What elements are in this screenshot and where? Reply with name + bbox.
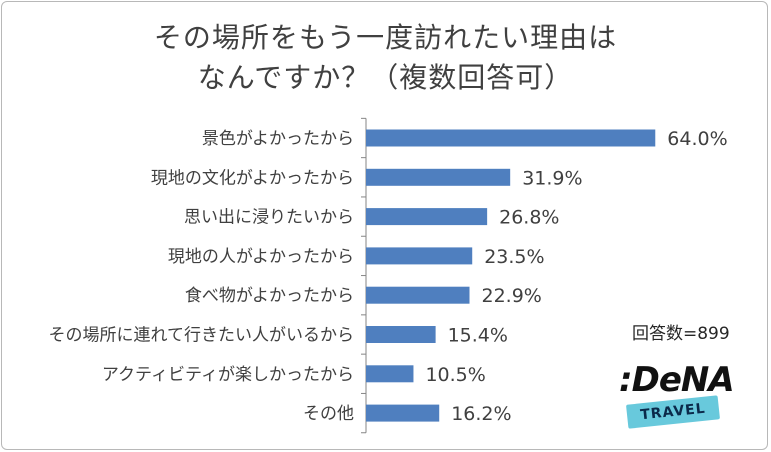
bar (366, 404, 440, 422)
bar (366, 326, 436, 343)
data-label: 31.9% (522, 167, 582, 189)
category-label: 景色がよかったから (202, 129, 354, 149)
bar (366, 247, 473, 265)
bar (366, 286, 470, 304)
data-label: 10.5% (425, 364, 485, 386)
category-label: アクティビティが楽しかったから (102, 365, 354, 385)
logo-tagline: TRAVEL (625, 395, 721, 429)
data-label: 64.0% (667, 128, 727, 150)
category-label: その他 (303, 404, 354, 424)
bar (366, 365, 414, 383)
chart-title-line2: なんですか？（複数回答可） (197, 61, 574, 94)
chart-title-line1: その場所をもう一度訪れたい理由は (153, 21, 618, 54)
data-label: 16.2% (451, 403, 511, 425)
data-label: 15.4% (448, 325, 508, 347)
category-label: 思い出に浸りたいから (184, 208, 354, 228)
chart-title: その場所をもう一度訪れたい理由は なんですか？（複数回答可） (0, 18, 771, 98)
category-label: 食べ物がよかったから (185, 286, 354, 306)
data-label: 26.8% (499, 207, 559, 229)
category-label: 現地の文化がよかったから (151, 168, 354, 188)
data-label: 23.5% (484, 246, 544, 268)
sample-size-note: 回答数=899 (632, 324, 730, 344)
category-label: その場所に連れて行きたい人がいるから (49, 326, 355, 346)
dena-travel-logo: :DeNA TRAVEL (619, 360, 735, 434)
bar (366, 129, 656, 147)
category-label: 現地の人がよかったから (168, 247, 354, 267)
data-label: 22.9% (482, 285, 542, 307)
logo-wordmark: :DeNA (619, 360, 735, 400)
bar (366, 208, 488, 226)
bar (366, 168, 511, 186)
